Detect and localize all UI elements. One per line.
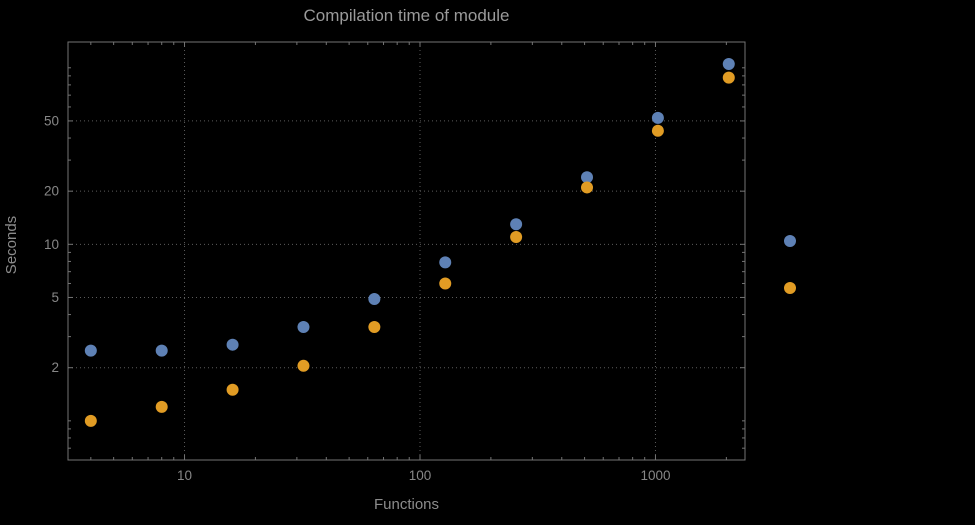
y-tick-label: 5 xyxy=(51,290,59,305)
point-orange-64 xyxy=(368,321,381,334)
point-blue-8 xyxy=(155,344,168,357)
point-blue-16 xyxy=(226,338,239,351)
point-blue-2048 xyxy=(722,58,735,71)
y-axis-label: Seconds xyxy=(3,215,20,275)
point-blue-256 xyxy=(510,218,523,231)
legend-marker-orange xyxy=(784,282,796,294)
point-blue-128 xyxy=(439,256,452,269)
point-blue-4 xyxy=(84,344,97,357)
point-orange-1024 xyxy=(651,124,664,137)
x-tick-label: 1000 xyxy=(640,468,670,483)
point-orange-256 xyxy=(510,231,523,244)
chart-title: Compilation time of module xyxy=(303,6,510,25)
point-blue-1024 xyxy=(651,111,664,124)
point-orange-128 xyxy=(439,277,452,290)
point-blue-64 xyxy=(368,293,381,306)
point-orange-4 xyxy=(84,414,97,427)
point-blue-512 xyxy=(581,171,594,184)
y-tick-label: 20 xyxy=(44,184,59,199)
point-orange-512 xyxy=(581,181,594,194)
y-tick-label: 10 xyxy=(44,237,59,252)
point-orange-32 xyxy=(297,359,310,372)
legend-marker-blue xyxy=(784,235,796,247)
plot-frame xyxy=(67,41,746,461)
point-orange-2048 xyxy=(722,71,735,84)
y-tick-label: 50 xyxy=(44,113,59,128)
point-orange-8 xyxy=(155,400,168,413)
x-axis-label: Functions xyxy=(373,496,440,513)
point-blue-32 xyxy=(297,321,310,334)
point-orange-16 xyxy=(226,383,239,396)
x-tick-label: 10 xyxy=(177,468,192,483)
y-tick-label: 2 xyxy=(51,360,59,375)
x-tick-label: 100 xyxy=(409,468,432,483)
